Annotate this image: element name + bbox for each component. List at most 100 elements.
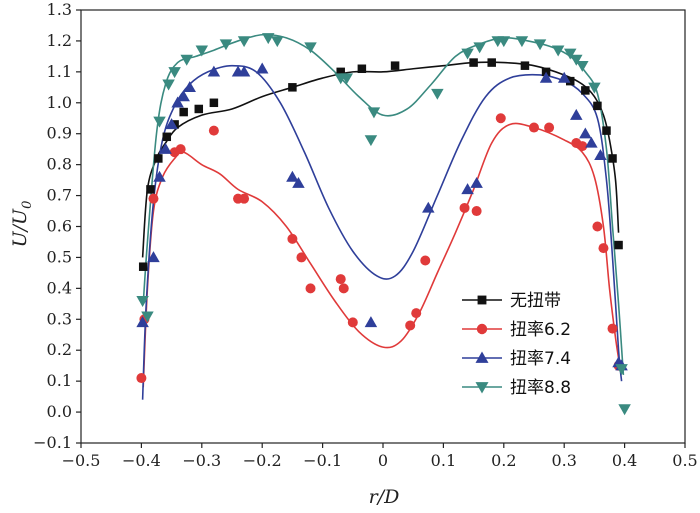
data-point-series-3 bbox=[159, 142, 172, 154]
legend-marker-4 bbox=[475, 382, 489, 394]
x-tick-label: −0.2 bbox=[243, 451, 282, 470]
data-point-series-2 bbox=[577, 141, 588, 152]
data-point-series-1 bbox=[581, 86, 590, 95]
data-point-series-2 bbox=[175, 144, 186, 155]
y-tick-label: 0.2 bbox=[47, 340, 72, 359]
y-axis-title-main: U/U bbox=[9, 208, 31, 247]
data-point-series-2 bbox=[405, 320, 416, 331]
x-tick-label: −0.1 bbox=[303, 451, 342, 470]
series-line-2 bbox=[142, 122, 621, 388]
legend-marker-1 bbox=[477, 295, 487, 305]
data-point-series-4 bbox=[431, 88, 444, 100]
legend-label-4: 扭率8.8 bbox=[510, 378, 571, 398]
data-point-series-4 bbox=[153, 116, 166, 128]
data-point-series-1 bbox=[565, 76, 575, 86]
data-point-series-3 bbox=[165, 118, 178, 130]
y-tick-label: 0.6 bbox=[47, 217, 72, 236]
data-point-series-2 bbox=[592, 221, 603, 232]
series-points bbox=[136, 33, 631, 416]
data-point-series-3 bbox=[585, 136, 598, 148]
data-point-series-3 bbox=[292, 176, 305, 188]
data-point-series-2 bbox=[338, 283, 349, 294]
data-point-series-4 bbox=[461, 48, 474, 60]
data-point-series-3 bbox=[539, 71, 553, 83]
legend-label-2: 扭率6.2 bbox=[510, 320, 571, 340]
data-point-series-3 bbox=[594, 149, 607, 161]
data-point-series-4 bbox=[551, 45, 565, 57]
data-point-series-1 bbox=[593, 101, 602, 111]
data-point-series-3 bbox=[557, 71, 571, 83]
data-point-series-1 bbox=[520, 61, 530, 70]
data-point-series-1 bbox=[179, 107, 188, 117]
data-point-series-3 bbox=[153, 170, 166, 182]
x-tick-label: 0 bbox=[378, 451, 388, 470]
data-point-series-1 bbox=[138, 262, 148, 271]
data-point-series-3 bbox=[570, 108, 583, 120]
data-point-series-3 bbox=[183, 81, 196, 93]
data-point-series-4 bbox=[615, 364, 628, 376]
data-point-series-4 bbox=[261, 33, 275, 45]
y-axis-title-subscript: 0 bbox=[20, 201, 35, 209]
data-point-series-2 bbox=[347, 317, 358, 328]
data-point-series-3 bbox=[171, 96, 184, 108]
data-point-series-1 bbox=[487, 58, 496, 67]
x-axis-title: r/D bbox=[369, 486, 400, 508]
legend-marker-3 bbox=[475, 351, 489, 363]
data-point-series-2 bbox=[208, 125, 219, 136]
data-point-series-2 bbox=[136, 373, 147, 384]
series-curves bbox=[141, 33, 625, 400]
data-point-series-2 bbox=[239, 193, 250, 204]
data-point-series-3 bbox=[207, 65, 221, 77]
y-tick-label: 0.4 bbox=[47, 278, 72, 297]
data-point-series-1 bbox=[209, 98, 219, 108]
y-tick-label: 0.3 bbox=[47, 309, 72, 328]
data-point-series-4 bbox=[364, 135, 378, 147]
data-point-series-2 bbox=[411, 308, 422, 319]
data-point-series-4 bbox=[497, 36, 511, 48]
data-point-series-1 bbox=[194, 104, 204, 114]
y-tick-label: 0.0 bbox=[47, 402, 72, 421]
data-point-series-4 bbox=[618, 404, 631, 416]
y-axis-title: U/U0 bbox=[9, 201, 35, 248]
data-point-series-4 bbox=[180, 54, 193, 66]
data-point-series-4 bbox=[340, 73, 354, 85]
y-tick-label: 0.1 bbox=[47, 371, 72, 390]
data-point-series-3 bbox=[579, 127, 592, 139]
data-point-series-3 bbox=[237, 65, 251, 77]
data-point-series-2 bbox=[529, 122, 539, 133]
legend-marker-2 bbox=[476, 323, 488, 335]
data-point-series-4 bbox=[141, 311, 154, 323]
x-tick-label: 0.2 bbox=[491, 451, 516, 470]
data-point-series-4 bbox=[136, 296, 149, 307]
data-point-series-1 bbox=[602, 126, 611, 135]
data-point-series-4 bbox=[473, 42, 486, 54]
x-tick-label: −0.3 bbox=[182, 451, 221, 470]
tick-labels: −0.5 −0.4 −0.3 −0.2 −0.1 0 0.1 0.2 0.3 0.4 0.5 −0.1… bbox=[33, 0, 698, 470]
data-point-series-4 bbox=[533, 39, 547, 51]
data-point-series-2 bbox=[495, 113, 506, 124]
legend-label-3: 扭率7.4 bbox=[510, 349, 571, 369]
x-tick-label: 0.4 bbox=[612, 451, 637, 470]
data-point-series-4 bbox=[271, 36, 284, 48]
data-point-series-2 bbox=[598, 243, 609, 254]
data-point-series-1 bbox=[336, 67, 345, 77]
data-point-series-4 bbox=[563, 48, 577, 60]
y-tick-label: 0.9 bbox=[47, 124, 72, 143]
data-point-series-4 bbox=[162, 79, 175, 91]
y-tick-label: 0.5 bbox=[47, 247, 72, 266]
data-point-series-2 bbox=[607, 323, 618, 334]
data-point-series-1 bbox=[390, 61, 400, 70]
y-tick-label: 0.7 bbox=[47, 186, 72, 205]
data-point-series-3 bbox=[147, 251, 160, 263]
y-tick-label: 0.8 bbox=[47, 155, 72, 174]
data-point-series-4 bbox=[237, 36, 251, 48]
data-point-series-4 bbox=[304, 42, 317, 54]
data-point-series-3 bbox=[470, 176, 483, 188]
data-point-series-1 bbox=[146, 185, 155, 194]
data-point-series-2 bbox=[335, 274, 346, 285]
y-tick-label: 1.0 bbox=[47, 93, 72, 112]
data-point-series-4 bbox=[219, 39, 233, 51]
legend-label-1: 无扭带 bbox=[510, 291, 561, 311]
